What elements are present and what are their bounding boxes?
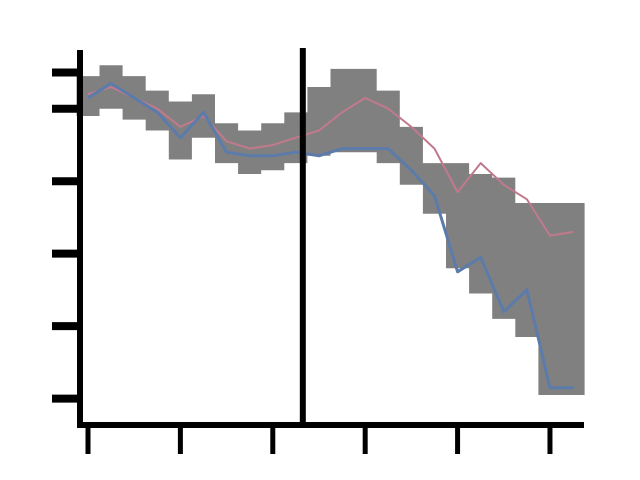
- axes-layer: [77, 48, 584, 428]
- confidence-band-layer: [76, 65, 585, 395]
- observed-line: [87, 81, 574, 390]
- forecast-line: [87, 86, 574, 237]
- confidence-band: [76, 65, 585, 395]
- series-line-layer: [87, 81, 574, 390]
- tick-layer: [52, 68, 553, 454]
